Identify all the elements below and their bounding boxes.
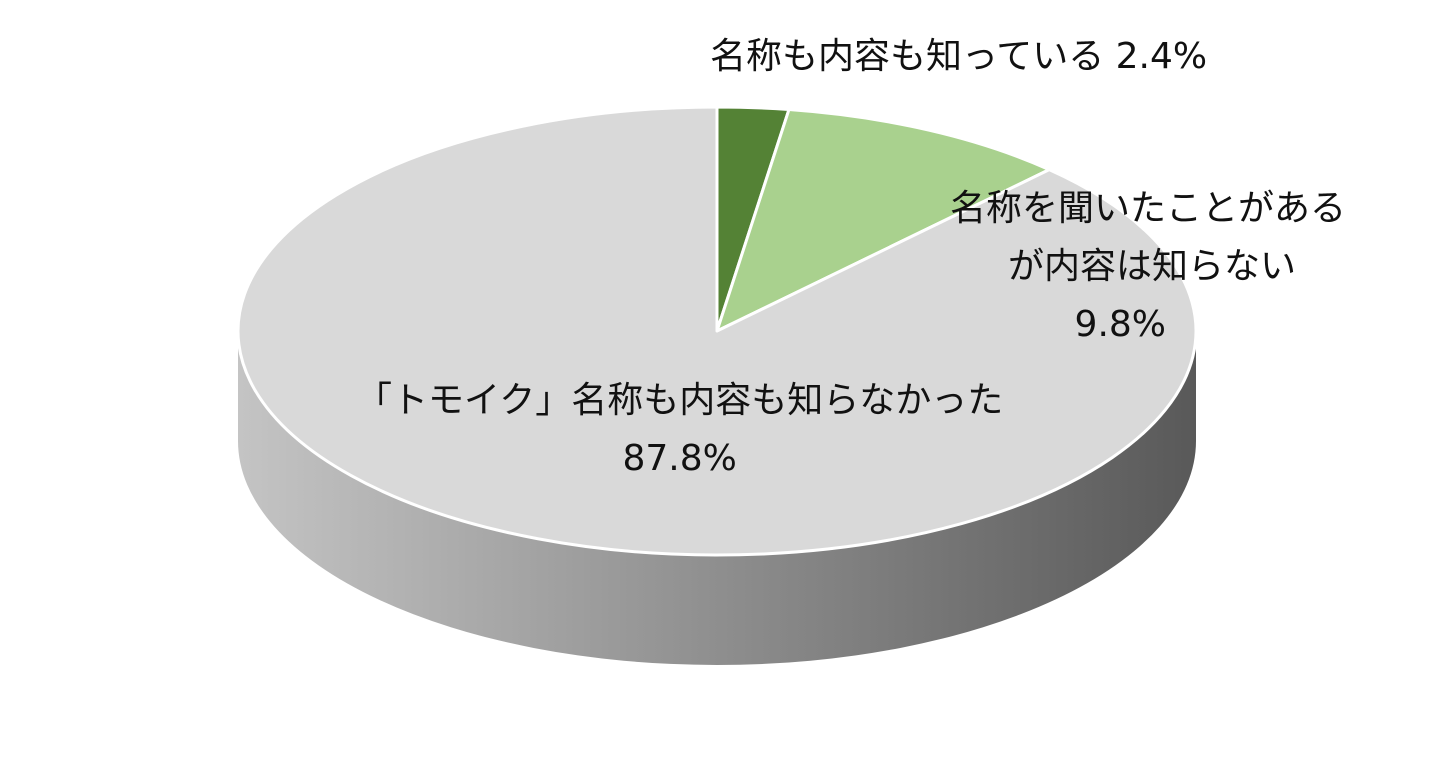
slice-label-unknown: 「トモイク」名称も内容も知らなかった 87.8% xyxy=(356,380,1004,479)
pie-slice-2 xyxy=(236,105,1198,557)
slice-label-known: 名称も内容も知っている 2.4% xyxy=(710,36,1208,77)
pie-slice-1 xyxy=(715,108,1051,333)
slice-label-heard: 名称を聞いたことがある が内容は知らない 9.8% xyxy=(950,188,1347,345)
pie-side-wall xyxy=(238,331,1196,665)
